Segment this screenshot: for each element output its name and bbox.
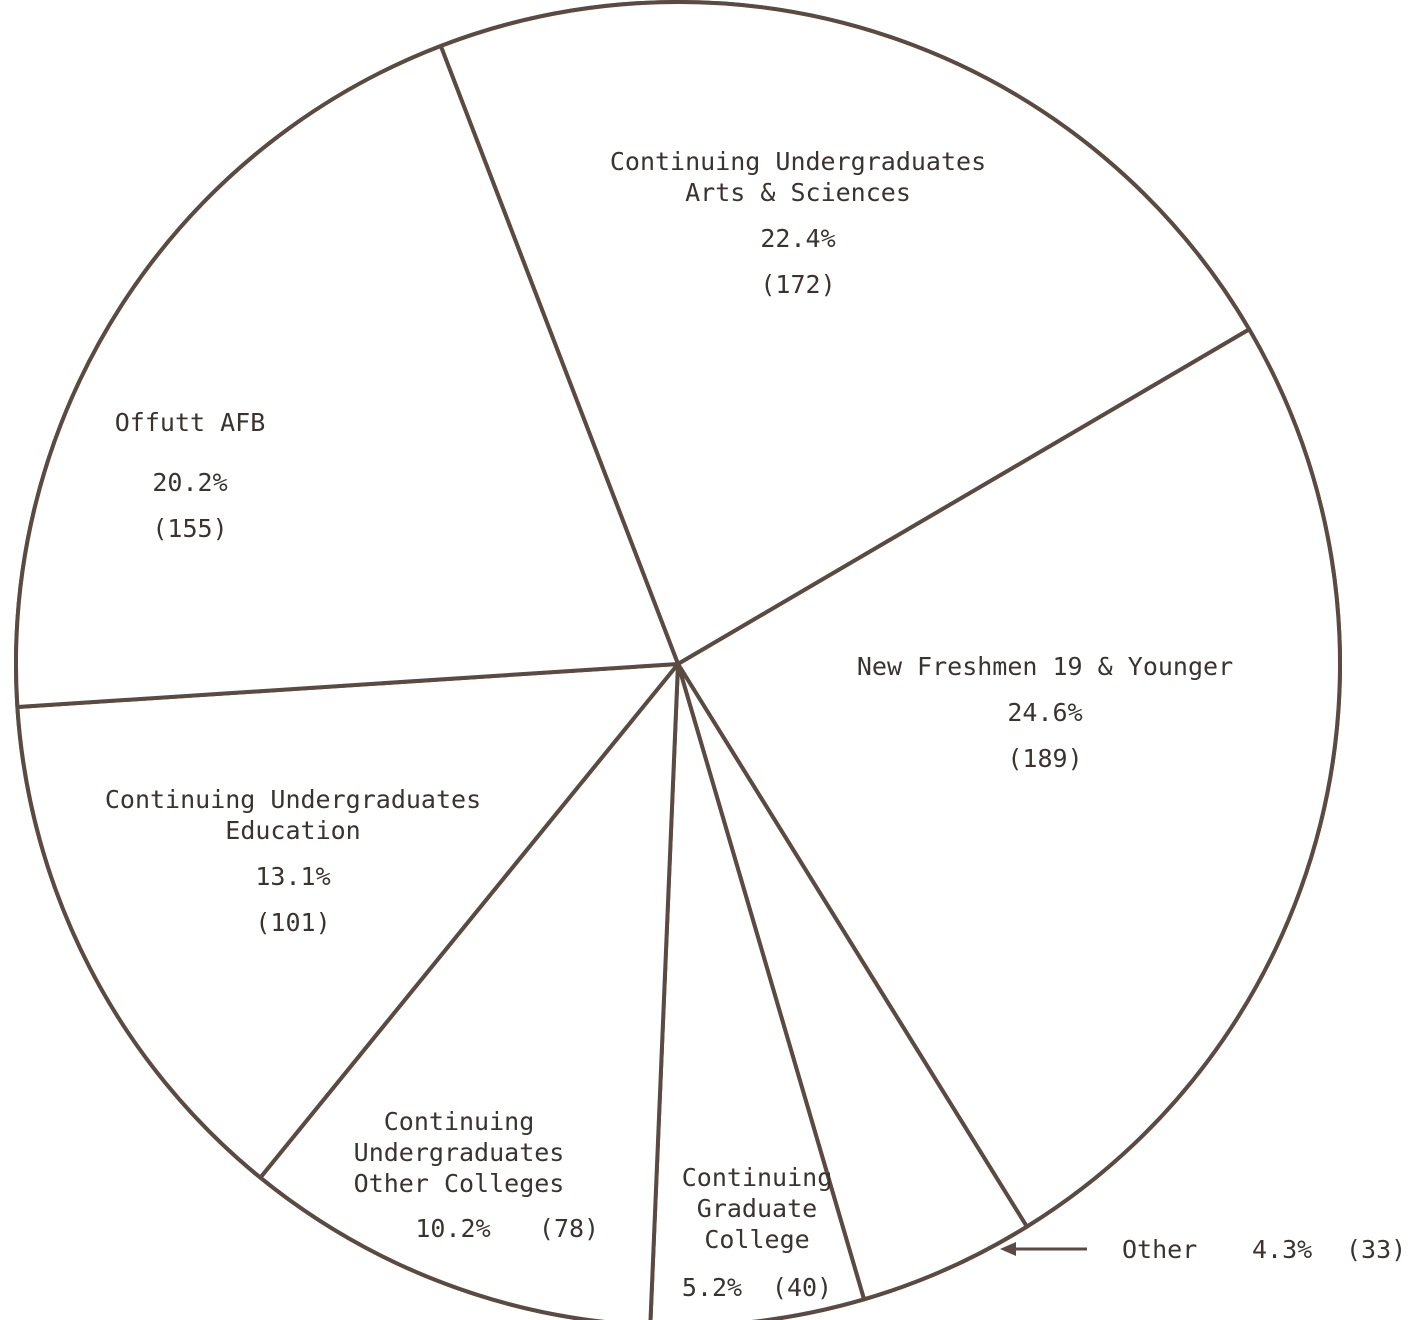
slice-count-label: (78) (539, 1214, 599, 1243)
slice-label: Continuing (384, 1107, 535, 1136)
slice-label: Other Colleges (354, 1169, 565, 1198)
pie-slice-3 (648, 662, 867, 1320)
slice-count-label: (101) (255, 908, 330, 937)
slice-percent-label: 5.2% (682, 1273, 742, 1302)
slice-count-label: (155) (152, 514, 227, 543)
slice-percent-label: 4.3% (1252, 1235, 1312, 1264)
slice-label: Arts & Sciences (685, 178, 911, 207)
slice-percent-label: 22.4% (760, 224, 835, 253)
slice-label: Undergraduates (354, 1138, 565, 1167)
slice-count-label: (172) (760, 270, 835, 299)
pie-slice-5 (15, 662, 680, 1180)
slice-label: Continuing Undergraduates (105, 785, 481, 814)
slice-count-label: (189) (1007, 744, 1082, 773)
pie-slice-6 (14, 43, 680, 709)
slice-percent-label: 24.6% (1007, 698, 1082, 727)
slice-percent-label: 13.1% (255, 862, 330, 891)
slice-label: Continuing Undergraduates (610, 147, 986, 176)
slice-percent-label: 20.2% (152, 468, 227, 497)
pie-slice-4 (258, 662, 680, 1320)
slice-label: Education (225, 816, 360, 845)
pie-slice-0 (438, 0, 1252, 666)
slice-label: Offutt AFB (115, 408, 266, 437)
slice-label: Continuing (682, 1163, 833, 1192)
arrow-head-icon (1000, 1242, 1016, 1256)
slice-count-label: (33) (1346, 1235, 1406, 1264)
slice-label: Other (1122, 1235, 1197, 1264)
pie-slice-2 (676, 662, 1029, 1302)
slice-count-label: (40) (772, 1273, 832, 1302)
slice-label: Graduate (697, 1194, 817, 1223)
slice-label: New Freshmen 19 & Younger (857, 652, 1233, 681)
pie-slice-1 (676, 327, 1342, 1229)
slice-percent-label: 10.2% (415, 1214, 490, 1243)
slice-label: College (704, 1225, 809, 1254)
